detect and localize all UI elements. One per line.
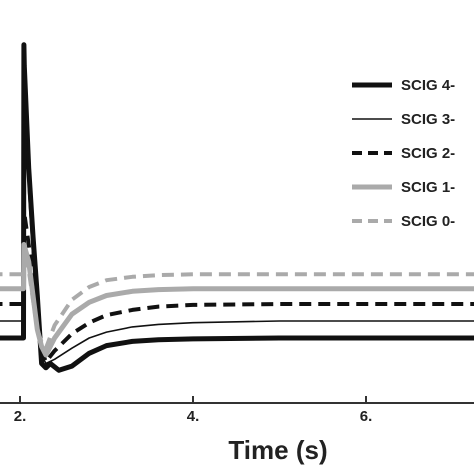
legend-label-4: SCIG 0-	[401, 213, 455, 230]
legend-background	[345, 62, 474, 272]
legend-label-1: SCIG 3-	[401, 111, 455, 128]
legend-label-2: SCIG 2-	[401, 145, 455, 162]
series-line-4	[0, 251, 474, 351]
series-line-2	[0, 208, 474, 364]
series-line-3	[0, 242, 474, 358]
x-tick-label-1: 4.	[187, 408, 200, 425]
legend-label-3: SCIG 1-	[401, 179, 455, 196]
x-tick-label-2: 6.	[360, 408, 373, 425]
x-tick-label-0: 2.	[14, 408, 27, 425]
legend-label-0: SCIG 4-	[401, 77, 455, 94]
x-ticks: 2. 4. 6.	[14, 396, 373, 425]
legend: SCIG 4- SCIG 3- SCIG 2- SCIG 1- SCIG 0-	[352, 77, 455, 230]
series-layer	[0, 42, 474, 373]
series-line-1	[0, 56, 474, 365]
x-axis-label: Time (s)	[228, 435, 327, 465]
